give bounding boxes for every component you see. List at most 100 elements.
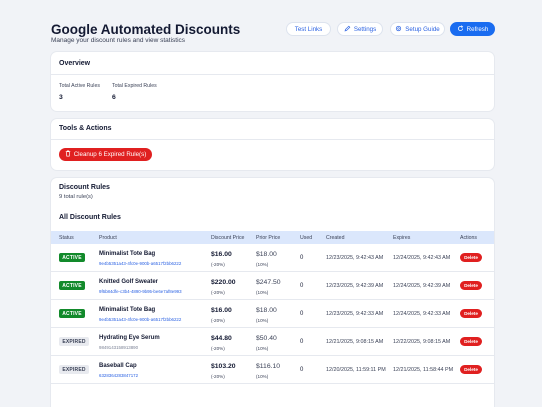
col-used: Used — [300, 235, 313, 241]
discount-price: $44.80 — [211, 335, 232, 342]
tools-card: Tools & Actions Cleanup 6 Expired Rule(s… — [51, 119, 494, 170]
delete-button[interactable]: Delete — [460, 365, 482, 374]
product-name: Minimalist Tote Bag — [99, 307, 156, 313]
product-id[interactable]: 9e4b5351a43-4fc0e-900b-a6517f2bb6222 — [99, 261, 182, 266]
delete-button[interactable]: Delete — [460, 253, 482, 262]
total-active-label: Total Active Rules — [59, 83, 100, 89]
col-prior-price: Prior Price — [256, 235, 281, 241]
col-product: Product — [99, 235, 117, 241]
col-expires: Expires — [393, 235, 411, 241]
settings-label: Settings — [353, 25, 377, 33]
setup-guide-button[interactable]: Setup Guide — [390, 22, 445, 36]
discount-rules-card: Discount Rules 9 total rule(s) All Disco… — [51, 178, 494, 407]
page-subtitle: Manage your discount rules and view stat… — [51, 37, 186, 44]
prior-percent: (10%) — [256, 346, 269, 351]
used-count: 0 — [300, 367, 304, 373]
product-name: Hydrating Eye Serum — [99, 335, 160, 341]
discount-percent: (-20%) — [211, 374, 225, 379]
cleanup-label: Cleanup 6 Expired Rule(s) — [73, 151, 147, 158]
discount-price: $103.20 — [211, 363, 236, 370]
created-date: 12/20/2025, 11:59:11 PM — [326, 367, 386, 373]
status-badge: EXPIRED — [59, 365, 89, 374]
status-badge: ACTIVE — [59, 281, 85, 290]
product-name: Baseball Cap — [99, 363, 137, 369]
status-badge: ACTIVE — [59, 309, 85, 318]
total-expired-label: Total Expired Rules — [112, 83, 157, 89]
created-date: 12/23/2025, 9:42:39 AM — [326, 283, 384, 289]
pencil-icon — [344, 25, 351, 34]
table-header: Status Product Discount Price Prior Pric… — [51, 231, 494, 244]
refresh-label: Refresh — [466, 25, 489, 33]
created-date: 12/23/2025, 9:42:33 AM — [326, 311, 384, 317]
product-id: 9849143158913890 — [99, 345, 139, 350]
expires-date: 12/21/2025, 11:58:44 PM — [393, 367, 454, 373]
test-links-label: Test Links — [294, 25, 323, 33]
col-created: Created — [326, 235, 345, 241]
prior-price: $50.40 — [256, 335, 277, 342]
prior-percent: (10%) — [256, 374, 269, 379]
discount-percent: (-20%) — [211, 346, 225, 351]
prior-price: $18.00 — [256, 251, 277, 258]
product-id[interactable]: 6328364283847172 — [99, 373, 139, 378]
used-count: 0 — [300, 255, 304, 261]
discount-price: $16.00 — [211, 251, 232, 258]
status-badge: ACTIVE — [59, 253, 85, 262]
cleanup-expired-button[interactable]: Cleanup 6 Expired Rule(s) — [59, 148, 152, 161]
col-status: Status — [59, 235, 74, 241]
table-row: ACTIVE Minimalist Tote Bag 9e4b5351a43-4… — [51, 300, 494, 328]
gear-icon — [395, 25, 402, 34]
rules-count: 9 total rule(s) — [59, 194, 93, 200]
expires-date: 12/24/2025, 9:42:39 AM — [393, 283, 451, 289]
refresh-button[interactable]: Refresh — [450, 22, 495, 36]
used-count: 0 — [300, 339, 304, 345]
delete-button[interactable]: Delete — [460, 281, 482, 290]
settings-button[interactable]: Settings — [337, 22, 383, 36]
used-count: 0 — [300, 311, 304, 317]
all-rules-title: All Discount Rules — [59, 214, 121, 221]
expires-date: 12/24/2025, 9:42:43 AM — [393, 255, 451, 261]
tools-divider — [51, 139, 494, 140]
prior-percent: (10%) — [256, 262, 269, 267]
discount-percent: (-20%) — [211, 290, 225, 295]
overview-title: Overview — [59, 60, 91, 67]
refresh-icon — [457, 24, 464, 34]
table-row: ACTIVE Knitted Golf Sweater 9f6b84dfe-c3… — [51, 272, 494, 300]
tools-title: Tools & Actions — [59, 125, 112, 132]
col-discount-price: Discount Price — [211, 235, 245, 241]
product-id[interactable]: 9f6b84dfe-c3b4-4890-9b95-be6e7af8e993 — [99, 289, 182, 294]
used-count: 0 — [300, 283, 304, 289]
delete-button[interactable]: Delete — [460, 337, 482, 346]
prior-percent: (10%) — [256, 290, 269, 295]
page-title: Google Automated Discounts — [51, 22, 241, 37]
page-header: Google Automated Discounts Manage your d… — [51, 22, 496, 50]
test-links-button[interactable]: Test Links — [286, 22, 331, 36]
discount-percent: (-20%) — [211, 262, 225, 267]
overview-card: Overview Total Active Rules 3 Total Expi… — [51, 52, 494, 111]
discount-price: $16.00 — [211, 307, 232, 314]
product-name: Knitted Golf Sweater — [99, 279, 159, 285]
delete-button[interactable]: Delete — [460, 309, 482, 318]
created-date: 12/23/2025, 9:42:43 AM — [326, 255, 384, 261]
prior-price: $116.10 — [256, 363, 281, 370]
trash-icon — [65, 150, 71, 159]
product-name: Minimalist Tote Bag — [99, 251, 156, 257]
table-row: EXPIRED Baseball Cap 6328364283847172 $1… — [51, 356, 494, 384]
total-active-value: 3 — [59, 94, 63, 101]
col-actions: Actions — [460, 235, 478, 241]
product-id[interactable]: 9e4b5351a43-4fc0e-900b-a6517f2bb6222 — [99, 317, 182, 322]
overview-divider — [51, 74, 494, 75]
table-row: EXPIRED Hydrating Eye Serum 984914315891… — [51, 328, 494, 356]
expires-date: 12/22/2025, 9:08:15 AM — [393, 339, 451, 345]
created-date: 12/21/2025, 9:08:15 AM — [326, 339, 384, 345]
prior-price: $18.00 — [256, 307, 277, 314]
total-expired-value: 6 — [112, 94, 116, 101]
prior-percent: (10%) — [256, 318, 269, 323]
prior-price: $247.50 — [256, 279, 281, 286]
discount-price: $220.00 — [211, 279, 236, 286]
status-badge: EXPIRED — [59, 337, 89, 346]
table-row: ACTIVE Minimalist Tote Bag 9e4b5351a43-4… — [51, 244, 494, 272]
discount-rules-title: Discount Rules — [59, 184, 110, 191]
discount-percent: (-20%) — [211, 318, 225, 323]
expires-date: 12/24/2025, 9:42:33 AM — [393, 311, 451, 317]
setup-guide-label: Setup Guide — [405, 25, 440, 33]
